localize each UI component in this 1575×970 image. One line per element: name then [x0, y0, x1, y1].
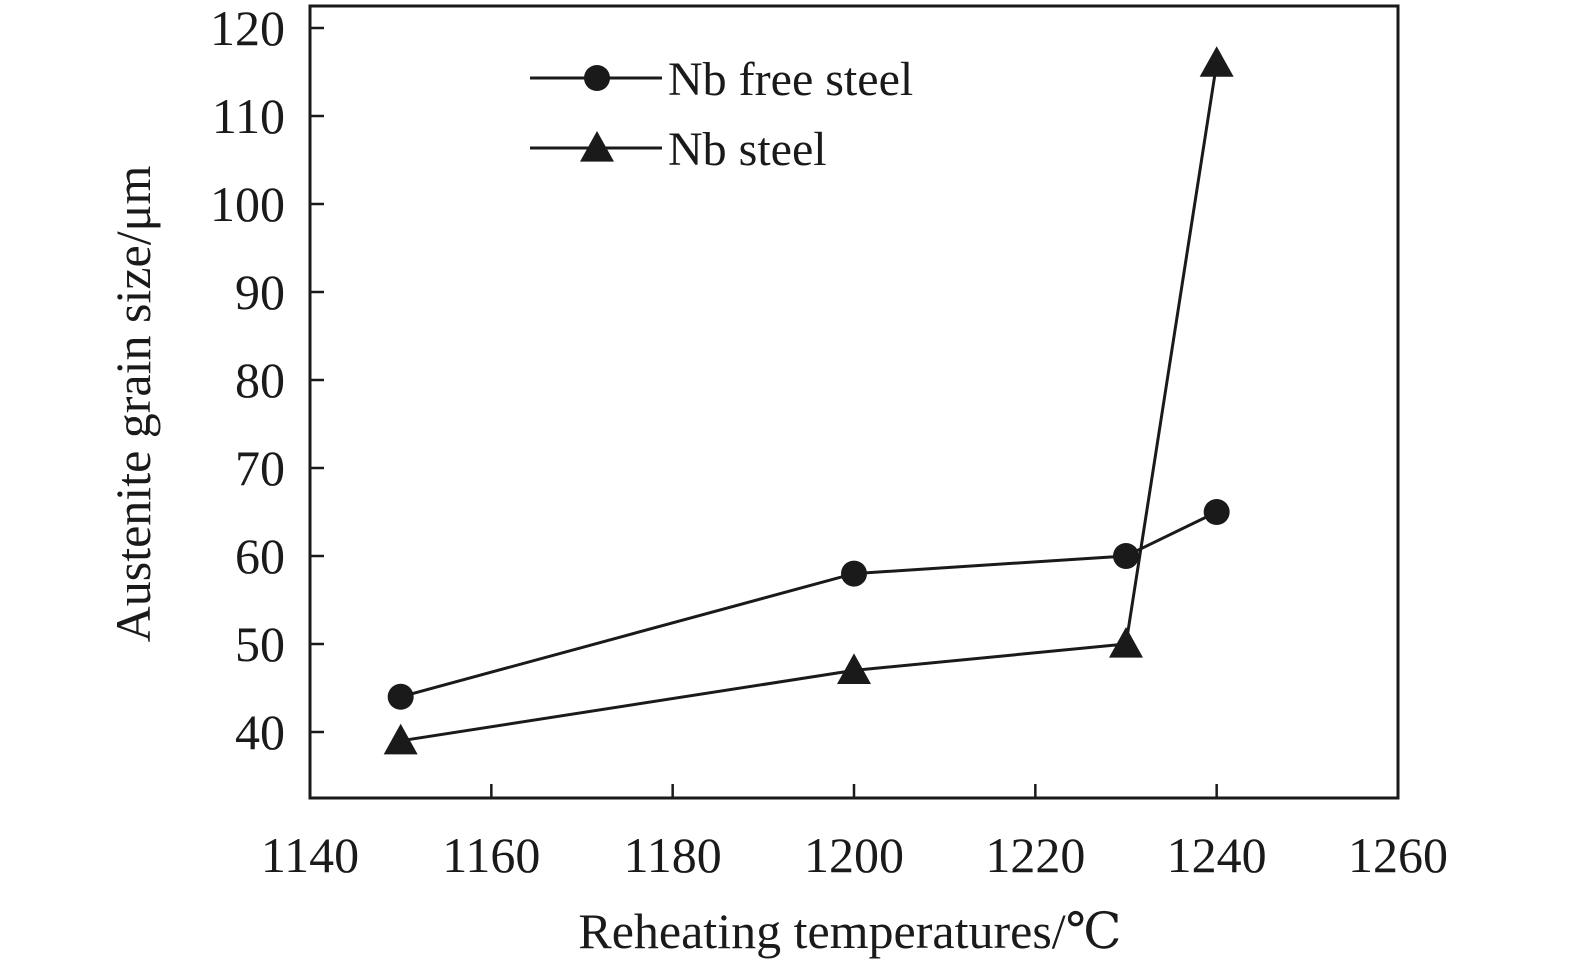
y-tick-label: 110	[212, 88, 285, 144]
x-tick-label: 1160	[442, 827, 540, 883]
axes: 1140 1160 1180 1200 1220 1240 1260 40 50 60 70 80 90…	[210, 0, 1448, 883]
x-tick-label: 1260	[1348, 827, 1448, 883]
data-point	[1113, 543, 1139, 569]
legend-item: Nb free steel	[530, 53, 913, 106]
y-tick-label: 60	[235, 528, 285, 584]
x-tick-label: 1140	[261, 827, 359, 883]
y-tick-label: 90	[235, 264, 285, 320]
x-axis-title: Reheating temperatures/℃	[578, 903, 1121, 959]
y-tick-label: 80	[235, 352, 285, 408]
data-point	[387, 683, 414, 710]
y-tick-label: 50	[235, 616, 285, 672]
data-point	[837, 653, 871, 684]
data-point	[580, 131, 614, 162]
x-tick-label: 1240	[1167, 827, 1267, 883]
data-point	[1109, 627, 1143, 658]
data-point	[584, 65, 610, 91]
y-tick-label: 100	[210, 176, 285, 232]
y-tick-label: 120	[210, 0, 285, 56]
data-point	[1203, 499, 1230, 525]
legend: Nb free steel Nb steel	[530, 53, 913, 176]
legend-item: Nb steel	[530, 123, 827, 176]
x-tick-label: 1220	[985, 827, 1085, 883]
data-point	[841, 560, 867, 587]
series-line	[400, 510, 1218, 699]
series-triangle	[383, 46, 1234, 755]
x-tick-label: 1180	[624, 827, 722, 883]
data-point	[1199, 46, 1234, 77]
y-tick-label: 70	[235, 440, 285, 496]
y-axis-title: Austenite grain size/μm	[105, 166, 161, 643]
legend-label: Nb steel	[668, 123, 827, 176]
series-line	[400, 62, 1219, 743]
legend-label: Nb free steel	[668, 53, 913, 106]
data-point	[383, 723, 418, 755]
y-tick-label: 40	[235, 704, 285, 760]
series-circle	[387, 499, 1230, 710]
x-tick-label: 1200	[804, 827, 904, 883]
series-layer	[383, 46, 1234, 755]
